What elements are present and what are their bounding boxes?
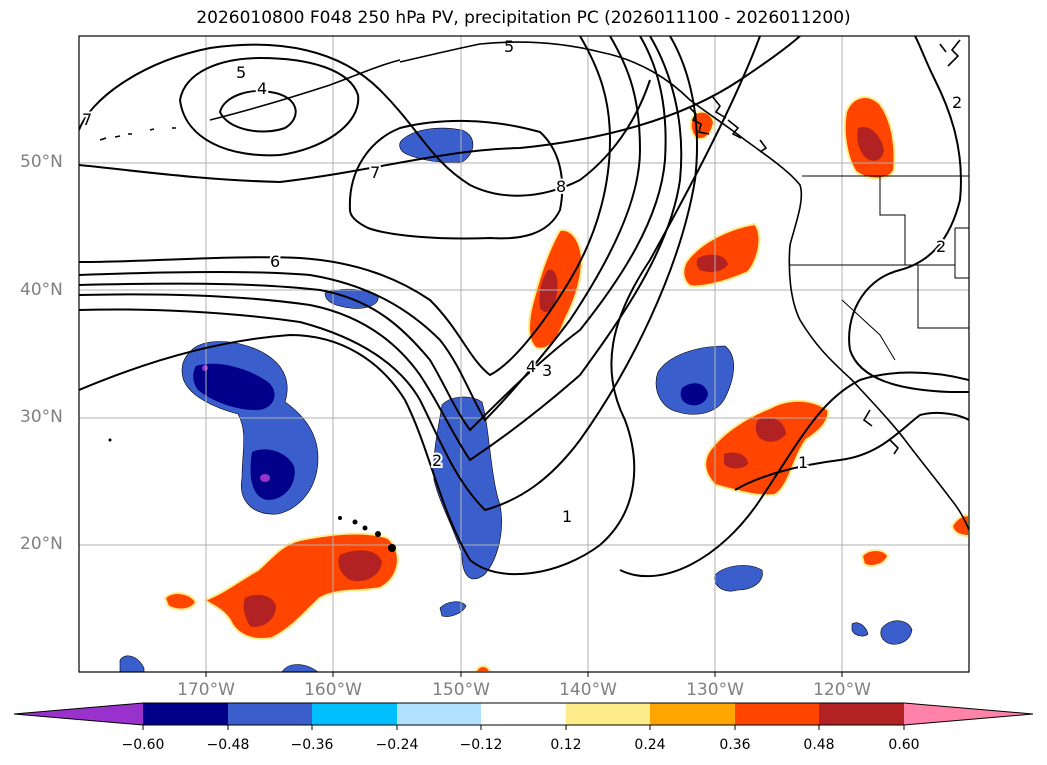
lat-label: 40°N [20,280,63,300]
contour-label: 6 [270,252,280,271]
colorbar-tick-label: 0.36 [719,737,751,753]
colorbar-tick-label: −0.48 [206,737,250,753]
lon-label: 150°W [432,680,490,700]
lon-label: 170°W [177,680,235,700]
contour-label: 2 [952,93,962,112]
contour-label: 1 [798,453,808,472]
lat-label: 30°N [20,407,63,427]
lat-label: 50°N [20,152,63,172]
map-title: 2026010800 F048 250 hPa PV, precipitatio… [196,8,851,28]
colorbar-extend-right [904,703,1033,725]
contour-label: 3 [542,361,552,380]
contour-label: 8 [556,177,566,196]
graticule [79,36,969,672]
colorbar-segment [735,703,819,725]
colorbar-tick-label: 0.24 [634,737,666,753]
contour-label: 4 [526,357,536,376]
colorbar-tick-label: −0.12 [459,737,503,753]
colorbar-segment [819,703,904,725]
colorbar-segment [650,703,735,725]
colorbar-tick-label: −0.24 [375,737,419,753]
contour-label: 5 [236,63,246,82]
contour-label: 7 [82,110,92,129]
lon-label: 140°W [559,680,617,700]
contour-labels: 5 4 7 7 5 8 6 4 3 2 1 1 2 2 [80,36,964,528]
contour-label: 7 [370,163,380,182]
colorbar-segment [481,703,566,725]
lon-label: 120°W [813,680,871,700]
lon-label: 160°W [304,680,362,700]
colorbar-tick-label: 0.60 [888,737,920,753]
contour-label: 5 [504,37,514,56]
contour-label: 2 [432,451,442,470]
contour-label: 4 [257,79,267,98]
pv-contours [79,36,969,578]
colorbar-extend-left [14,703,143,725]
hawaii-islands [108,438,396,552]
lon-label: 130°W [686,680,744,700]
colorbar-segment [397,703,481,725]
contour-label: 2 [936,237,946,256]
colorbar [13,702,1034,730]
colorbar-tick-label: 0.12 [550,737,582,753]
political-borders [790,175,969,361]
colorbar-segment [566,703,650,725]
colorbar-tick-label: 0.48 [803,737,835,753]
negative-pc-blobs [119,127,913,672]
colorbar-segment [228,703,312,725]
colorbar-tick-label: −0.60 [121,737,165,753]
lat-label: 20°N [20,534,63,554]
contour-label: 1 [562,507,572,526]
map-frame [78,35,970,673]
positive-pc-blobs [163,96,969,672]
coastlines [99,39,969,531]
colorbar-tick-label: −0.36 [290,737,334,753]
colorbar-segment [312,703,397,725]
colorbar-segment [143,703,228,725]
